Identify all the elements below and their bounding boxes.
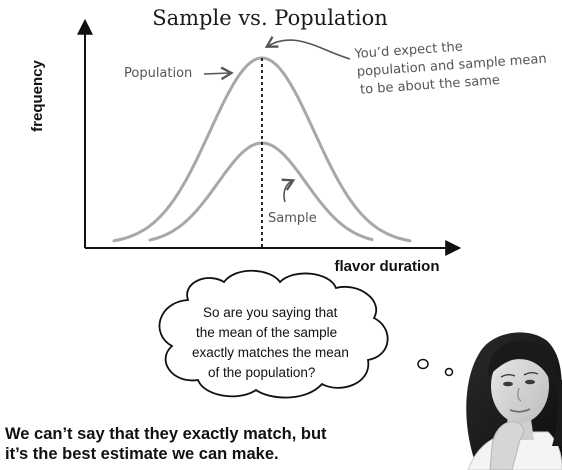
thought-bubble: So are you saying that the mean of the s… <box>158 269 454 399</box>
thought-dot-small <box>444 367 454 377</box>
x-axis-label: flavor duration <box>334 258 439 275</box>
thought-dot-large <box>417 358 429 370</box>
svg-text:You’d expect the populat: You’d expect the population and sample m… <box>353 33 552 98</box>
caption: We can’t say that they exactly match, bu… <box>5 424 445 464</box>
caption-line-1: We can’t say that they exactly match, bu… <box>5 425 327 443</box>
bubble-line-3: exactly matches the mean <box>192 345 349 360</box>
sample-curve <box>148 141 374 242</box>
y-axis-label: frequency <box>29 60 46 132</box>
bubble-line-2: the mean of the sample <box>196 325 337 340</box>
bubble-line-4: of the population? <box>208 365 315 380</box>
sample-arrow <box>281 178 296 203</box>
sample-label: Sample <box>268 211 317 226</box>
population-label: Population <box>124 66 192 81</box>
woman-thinking-photo <box>466 332 562 470</box>
thought-bubble-cloud <box>158 269 389 399</box>
population-arrow <box>203 66 234 81</box>
svg-text:So are you saying that t: So are you saying that the mean of the s… <box>192 305 353 380</box>
mean-note: You’d expect the population and sample m… <box>353 33 552 98</box>
caption-line-2: it’s the best estimate we can make. <box>5 445 279 463</box>
mean-note-arrow <box>264 36 351 60</box>
chart-title: Sample vs. Population <box>152 6 388 30</box>
bubble-line-1: So are you saying that <box>203 305 338 320</box>
